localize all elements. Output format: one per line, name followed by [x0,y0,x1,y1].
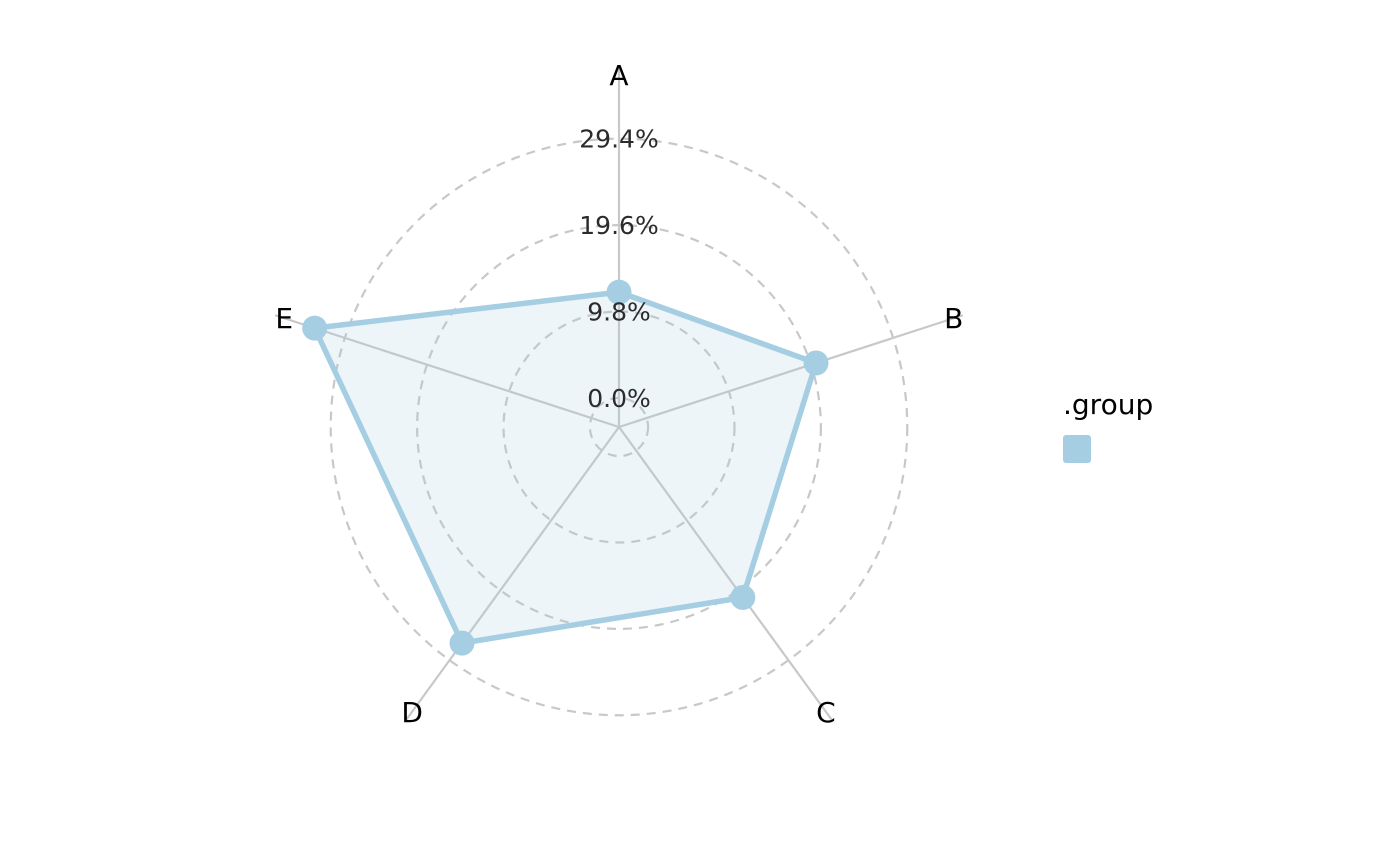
axis-spoke [274,314,620,429]
radar-series [311,289,819,646]
axis-label: D [401,696,423,729]
series-line [311,289,819,646]
axis-spoke [618,426,833,721]
axis-spoke [618,314,964,429]
grid-label: 29.4% [579,125,658,154]
legend: .group [1063,388,1153,463]
grid-label: 19.6% [579,211,658,240]
radar-spokes [274,65,964,721]
axis-label: C [816,696,836,729]
data-point [302,315,328,341]
data-point [803,350,829,376]
ring-labels: 0.0% 9.8% 19.6% 29.4% [579,125,658,413]
grid-label: 9.8% [587,298,651,327]
data-points [302,279,829,656]
axis-label: E [275,302,293,335]
axis-label: A [609,59,628,92]
data-point [606,279,632,305]
data-point [730,584,756,610]
grid-label: 0.0% [587,384,651,413]
data-point [449,630,475,656]
grid-circle [329,137,909,717]
axis-labels: A B C D E [275,59,963,729]
legend-key [1063,435,1091,463]
legend-title: .group [1063,388,1153,421]
series-area [314,292,816,644]
axis-label: B [944,302,963,335]
axis-spoke [405,426,620,721]
grid-circle [502,310,736,544]
